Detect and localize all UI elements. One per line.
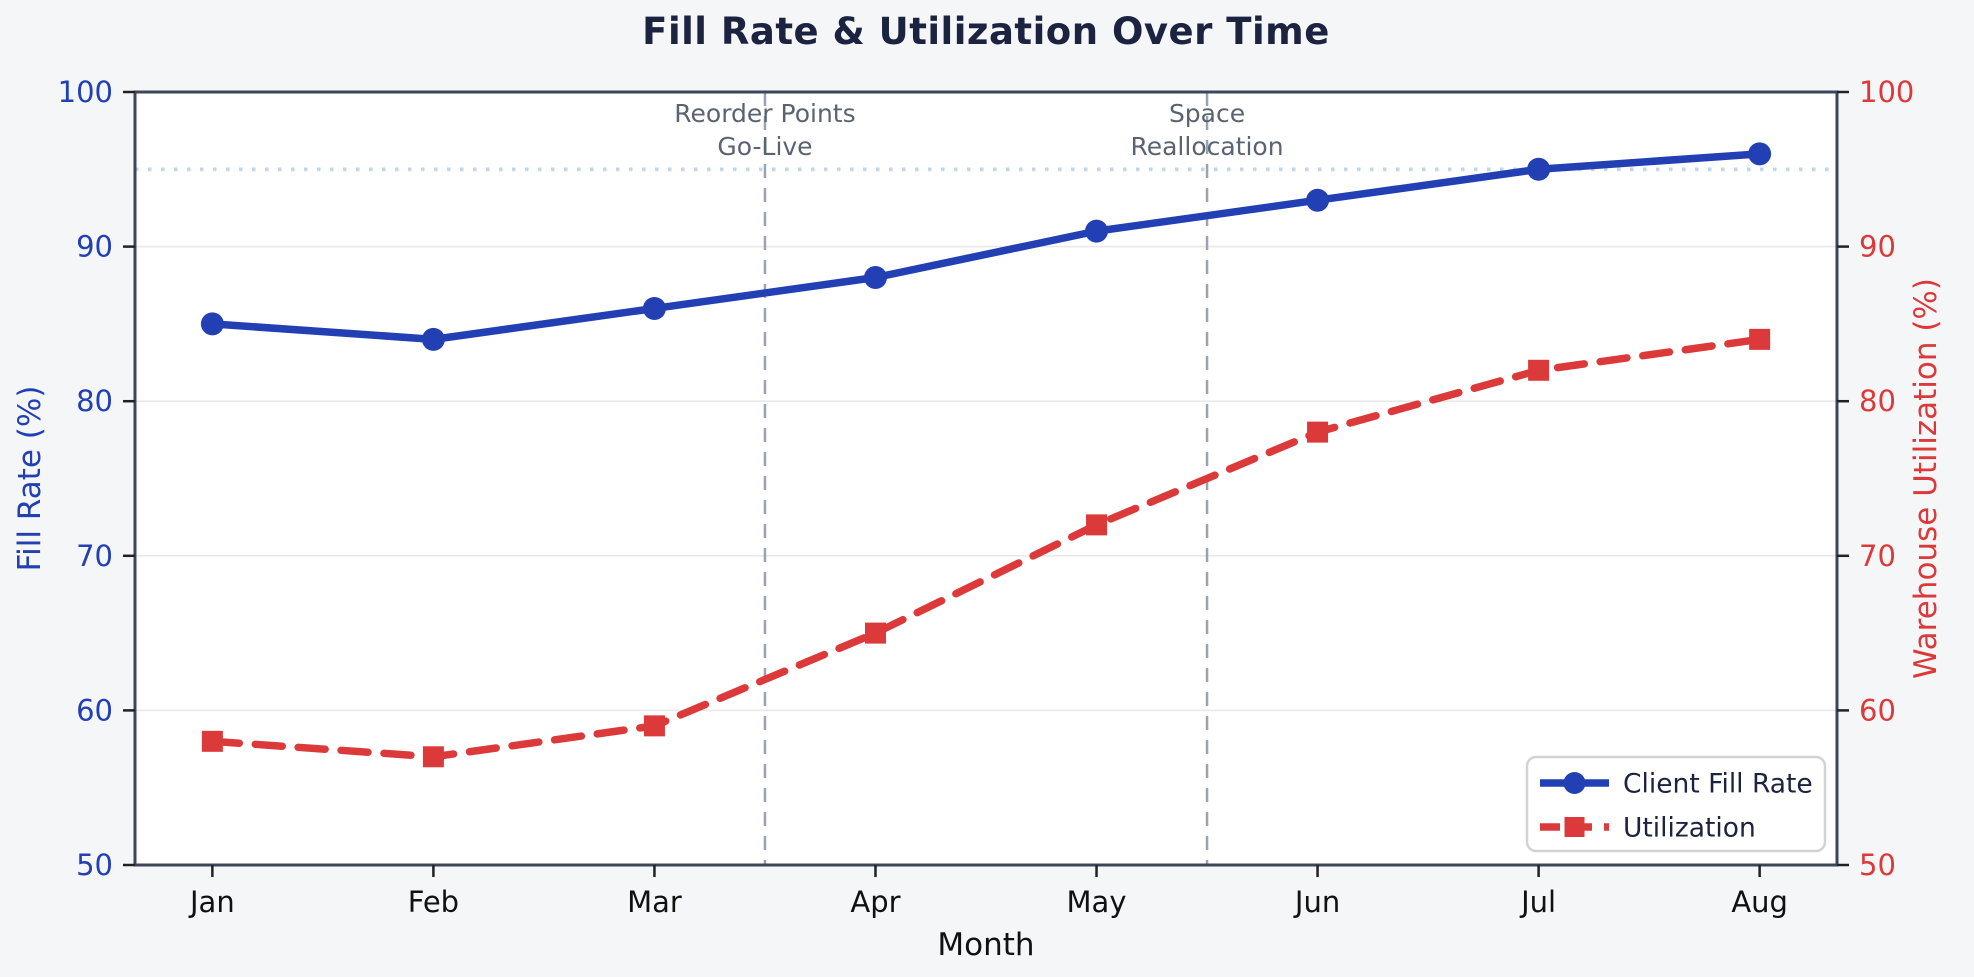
x-tick-label: Jun [1293, 885, 1340, 919]
legend-entry-label: Utilization [1623, 813, 1756, 844]
series-client-fill-rate [200, 142, 1772, 351]
data-point [421, 327, 445, 351]
y-tick-label-right: 50 [1859, 848, 1896, 882]
legend: Client Fill Rate Utilization [1525, 755, 1827, 853]
data-point [1527, 157, 1551, 181]
gridlines [135, 245, 1837, 712]
y-axis-left: 50 60 70 80 90 100 Fill Rate (%) [12, 75, 135, 882]
data-point [1086, 514, 1108, 536]
y-tick-label-left: 70 [76, 539, 113, 573]
y-tick-label-left: 100 [58, 75, 113, 109]
event-marker-0: Reorder Points Go-Live [674, 92, 856, 865]
data-point [1306, 188, 1330, 212]
y-tick-label-right: 70 [1859, 539, 1896, 573]
series-utilization [201, 328, 1771, 768]
x-axis-label: Month [937, 927, 1034, 963]
chart-title: Fill Rate & Utilization Over Time [642, 10, 1330, 53]
y-tick-label-left: 80 [76, 384, 113, 418]
data-point [201, 730, 223, 752]
y-axis-right: 50 60 70 80 90 100 Warehouse Utilization (%) [1837, 75, 1944, 882]
x-axis: Jan Feb Mar Apr May Jun Jul Aug Month [188, 865, 1788, 963]
x-tick-label: Apr [850, 885, 900, 919]
legend-marker-square [1564, 817, 1585, 837]
y-tick-label-right: 90 [1859, 230, 1896, 264]
data-point [1748, 142, 1772, 166]
y-tick-label-left: 90 [76, 230, 113, 264]
y-tick-label-left: 60 [76, 693, 113, 727]
x-tick-label: Aug [1731, 885, 1788, 919]
legend-marker-circle [1563, 772, 1586, 794]
x-tick-label: Jan [188, 885, 235, 919]
event-annotation-line: Reallocation [1130, 132, 1283, 161]
data-point [642, 296, 666, 320]
y-tick-label-right: 100 [1859, 75, 1914, 109]
event-annotation-line: Go-Live [717, 132, 812, 161]
y-tick-label-right: 80 [1859, 384, 1896, 418]
plot-area [135, 92, 1837, 865]
data-point [863, 266, 887, 290]
x-tick-label: Feb [408, 885, 459, 919]
data-point [1307, 421, 1329, 443]
data-point [864, 622, 886, 644]
y-axis-label-right: Warehouse Utilization (%) [1908, 278, 1944, 679]
x-tick-label: Jul [1519, 885, 1556, 919]
event-annotation-line: Space [1169, 99, 1245, 128]
y-axis-label-left: Fill Rate (%) [12, 386, 48, 572]
x-tick-label: May [1067, 885, 1127, 919]
y-tick-label-right: 60 [1859, 693, 1896, 727]
y-tick-label-left: 50 [76, 848, 113, 882]
data-point [422, 746, 444, 768]
data-point [200, 312, 224, 336]
legend-entry-label: Client Fill Rate [1623, 769, 1813, 800]
data-point [1085, 219, 1109, 243]
data-point [1749, 328, 1771, 350]
data-point [643, 715, 665, 737]
event-annotation-line: Reorder Points [674, 99, 855, 128]
plot-spines [133, 90, 1839, 867]
x-tick-label: Mar [627, 885, 682, 919]
data-point [1528, 359, 1550, 381]
